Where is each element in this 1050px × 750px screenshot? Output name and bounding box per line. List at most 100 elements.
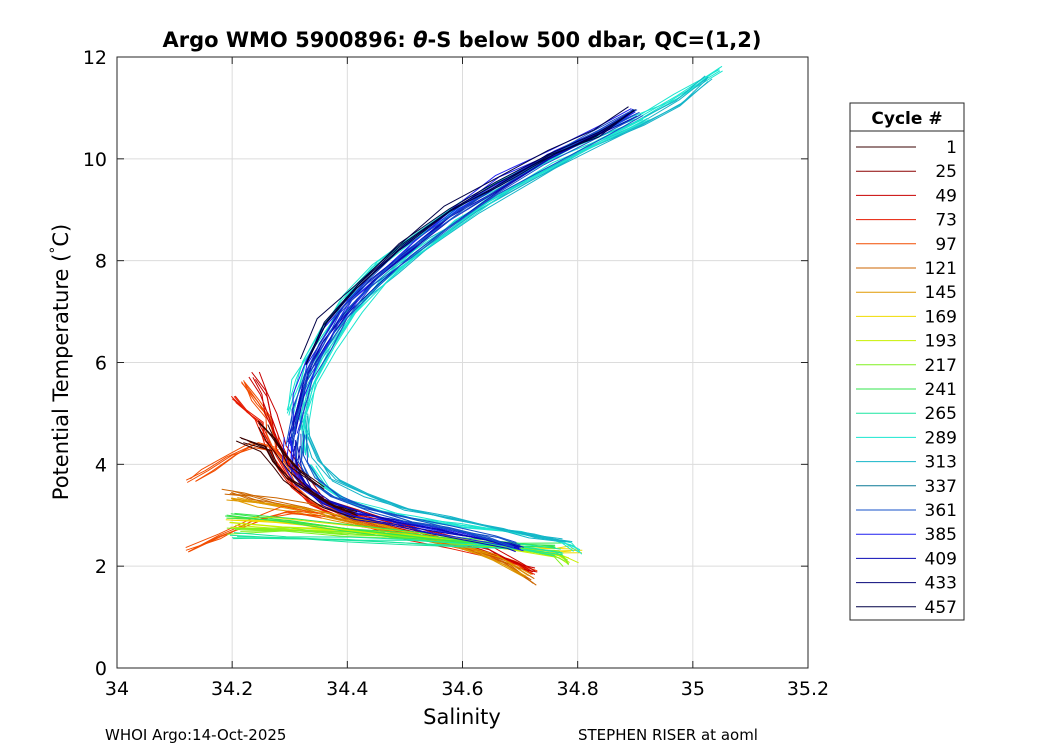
- legend-label: 1: [946, 138, 957, 158]
- y-tick-label: 2: [95, 556, 107, 578]
- x-tick-label: 35.2: [787, 678, 829, 700]
- legend-entry-73: 73: [856, 211, 957, 231]
- y-tick-label: 0: [95, 658, 107, 680]
- legend-entries: 1 25 49 73 97 121 145 169 193 217 241 265 289 313 337 3…: [856, 138, 957, 618]
- legend-entry-337: 337: [856, 477, 957, 497]
- y-tick-label: 6: [95, 353, 107, 375]
- legend-title: Cycle #: [871, 109, 942, 129]
- legend-entry-1: 1: [856, 138, 957, 158]
- series-trace: [296, 445, 520, 549]
- series-trace: [302, 430, 517, 543]
- legend-entry-49: 49: [856, 186, 957, 206]
- x-tick-label: 35: [681, 678, 705, 700]
- footer-right: STEPHEN RISER at aoml: [578, 726, 758, 744]
- series-line-24: [236, 436, 358, 519]
- series-trace: [233, 532, 561, 550]
- legend-entry-457: 457: [856, 598, 957, 618]
- legend-label: 385: [925, 525, 957, 545]
- series-trace: [291, 114, 642, 452]
- series-trace: [243, 442, 358, 516]
- chart-title: Argo WMO 5900896: θ-S below 500 dbar, QC…: [162, 28, 761, 52]
- series-trace: [299, 116, 645, 454]
- legend-entry-97: 97: [856, 235, 957, 255]
- legend-label: 265: [925, 404, 957, 424]
- legend-label: 145: [925, 283, 957, 303]
- series-trace: [227, 516, 574, 550]
- legend-label: 73: [935, 211, 957, 231]
- series-trace: [307, 413, 570, 543]
- series-line-25: [257, 420, 325, 492]
- legend-entry-265: 265: [856, 404, 957, 424]
- series-trace: [303, 119, 650, 458]
- x-tick-label: 34.6: [441, 678, 483, 700]
- legend-entry-217: 217: [856, 356, 957, 376]
- x-tick-label: 34.8: [557, 678, 599, 700]
- series-trace: [267, 424, 325, 488]
- legend-label: 193: [925, 332, 957, 352]
- legend-label: 409: [925, 549, 957, 569]
- legend-entry-193: 193: [856, 332, 957, 352]
- legend-entry-289: 289: [856, 428, 957, 448]
- series-trace: [306, 110, 635, 363]
- series-trace: [239, 436, 358, 513]
- legend-entry-169: 169: [856, 307, 957, 327]
- y-tick-labels: 0 2 4 6 8 10 12: [83, 47, 107, 680]
- y-tick-label: 12: [83, 47, 107, 69]
- series-trace: [257, 420, 317, 486]
- series-trace: [305, 109, 635, 366]
- axis-ticks: [116, 56, 809, 669]
- legend-label: 241: [925, 380, 957, 400]
- series-trace: [291, 115, 638, 446]
- legend-entry-409: 409: [856, 549, 957, 569]
- series-trace: [304, 412, 565, 542]
- y-tick-label: 10: [83, 149, 107, 171]
- legend: Cycle # 1 25 49 73 97 121 145 169 193 217 241 265 28…: [849, 102, 965, 621]
- y-axis-label: Potential Temperature (°C): [48, 224, 73, 500]
- series-trace: [295, 432, 508, 547]
- footer-left: WHOI Argo:14-Oct-2025: [105, 726, 287, 744]
- series-trace: [258, 426, 313, 492]
- series-line-23: [295, 430, 521, 549]
- series-trace: [186, 447, 273, 483]
- legend-entry-361: 361: [856, 501, 957, 521]
- y-tick-label: 8: [95, 251, 107, 273]
- legend-entry-121: 121: [856, 259, 957, 279]
- title-theta: θ: [413, 28, 427, 52]
- legend-entry-385: 385: [856, 525, 957, 545]
- x-tick-label: 34: [105, 678, 129, 700]
- x-axis-label: Salinity: [423, 705, 501, 729]
- legend-label: 337: [925, 477, 957, 497]
- series-trace: [294, 115, 644, 451]
- legend-entry-433: 433: [856, 574, 957, 594]
- x-tick-label: 34.4: [326, 678, 368, 700]
- series-trace: [231, 498, 529, 577]
- series-trace: [299, 106, 629, 360]
- legend-entry-313: 313: [856, 453, 957, 473]
- x-tick-label: 34.2: [211, 678, 253, 700]
- legend-label: 49: [935, 186, 957, 206]
- legend-entry-145: 145: [856, 283, 957, 303]
- legend-label: 217: [925, 356, 957, 376]
- legend-label: 361: [925, 501, 957, 521]
- legend-entry-25: 25: [856, 162, 957, 182]
- data-series: [185, 65, 723, 586]
- legend-label: 25: [935, 162, 957, 182]
- series-trace: [221, 488, 532, 581]
- legend-label: 433: [925, 574, 957, 594]
- legend-label: 289: [925, 428, 957, 448]
- legend-label: 97: [935, 235, 957, 255]
- legend-label: 457: [925, 598, 957, 618]
- x-tick-labels: 34 34.2 34.4 34.6 34.8 35 35.2: [105, 678, 829, 700]
- series-trace: [291, 445, 516, 553]
- series-trace: [305, 112, 631, 365]
- series-trace: [236, 440, 356, 519]
- series-line-13: [297, 412, 573, 543]
- y-tick-label: 4: [95, 454, 107, 476]
- series-line-16: [299, 116, 650, 458]
- series-trace: [290, 441, 524, 552]
- series-line-20: [299, 106, 636, 366]
- series-trace: [195, 442, 278, 482]
- legend-label: 121: [925, 259, 957, 279]
- legend-label: 169: [925, 307, 957, 327]
